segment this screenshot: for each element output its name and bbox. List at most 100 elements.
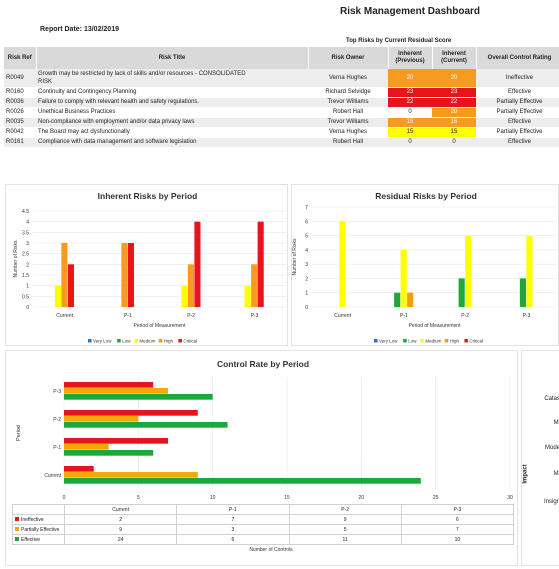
impact-axis-label: Impact (522, 464, 529, 484)
risk-title-cell: Compliance with data management and soft… (36, 137, 308, 148)
y-tick-label: 0.5 (22, 294, 29, 300)
legend-swatch (158, 339, 163, 343)
bar-critical (194, 221, 201, 307)
bar-high (121, 243, 128, 307)
risk-ref-cell: R0035 (4, 117, 36, 128)
bar-high (61, 243, 68, 307)
bar-high (251, 264, 258, 307)
x-tick-label: 0 (63, 495, 66, 501)
bar-low (394, 292, 401, 307)
bar-critical (67, 264, 74, 307)
col-header-inherent-previous: Inherent (Previous) (388, 47, 433, 69)
inherent-risks-chart: Inherent Risks by Period 0 0.5 1 1.5 2 2.5 3 3.5… (13, 191, 286, 344)
bar-critical (257, 221, 264, 307)
legend-swatch (444, 339, 449, 343)
x-tick-label: P-2 (461, 313, 469, 319)
x-tick-label: 25 (433, 495, 439, 501)
control-rating-cell: Effective (476, 87, 559, 98)
inherent-current-cell: 0 (432, 137, 476, 148)
y-tick-label: 7 (305, 205, 308, 211)
legend-label: Critical (183, 339, 197, 344)
impact-level-label: Mi (553, 471, 559, 477)
value-cell: 6 (176, 534, 290, 545)
y-tick-label: 3 (26, 241, 29, 247)
risk-title-cell: Unethical Business Practices (36, 107, 308, 118)
y-axis-title: Number of Risks (13, 240, 19, 277)
value-cell: 10 (400, 534, 515, 545)
x-tick-label: P-1 (124, 313, 132, 319)
bar-effective (64, 394, 213, 400)
control-rating-cell: Ineffective (476, 69, 559, 88)
inherent-previous-cell: 16 (388, 117, 432, 128)
x-tick-label: P-3 (522, 313, 530, 319)
top-risks-caption: Top Risks by Current Residual Score (346, 38, 452, 44)
y-tick-label: 0 (26, 305, 29, 311)
risk-owner-cell: Trevor Williams (308, 117, 388, 128)
y-tick-label: 2 (26, 262, 29, 268)
residual-risks-panel: Residual Risks by Period 0 1 2 3 4 5 6 7 Number o… (291, 184, 559, 346)
bar-medium (54, 285, 61, 307)
legend-label: Medium (425, 339, 441, 344)
y-tick-label: P-1 (53, 445, 61, 451)
x-tick-label: 20 (359, 495, 365, 501)
y-tick-label: 3.5 (22, 230, 29, 236)
series-label-cell: Effective (12, 534, 65, 545)
table-row: R0042 The Board may act dysfunctionally Ve… (4, 127, 559, 138)
legend-swatch (374, 339, 378, 343)
legend-swatch (15, 527, 19, 532)
table-row: R0161 Compliance with data management and… (4, 137, 559, 148)
table-header-row: Risk Ref Risk Title Risk Owner Inherent(… (4, 47, 559, 69)
control-table-row: Partially Effective 9 3 5 7 (12, 524, 515, 535)
bar-low (458, 278, 465, 307)
impact-level-label: Mi (553, 420, 559, 426)
inherent-previous-cell: 15 (388, 127, 432, 138)
table-row: R0049 Growth may be restricted by lack of… (4, 69, 559, 88)
x-tick-label: Current (334, 313, 351, 319)
y-tick-label: P-3 (53, 389, 61, 395)
risk-ref-cell: R0026 (4, 107, 36, 118)
bar-ineffective (64, 466, 94, 472)
period-header-cell: Current (63, 504, 178, 515)
value-cell: 7 (176, 514, 290, 525)
inherent-current-cell: 20 (432, 69, 476, 88)
period-header-cell: P-3 (400, 504, 515, 515)
legend-label: High (450, 339, 460, 344)
risk-title-cell: The Board may act dysfunctionally (36, 127, 308, 138)
series-label-cell: Ineffective (12, 514, 65, 525)
bar-medium (465, 235, 472, 307)
x-axis-title: Period of Measurement (409, 323, 462, 329)
risk-owner-cell: Richard Selvidge (308, 87, 388, 98)
inherent-current-cell: 15 (432, 127, 476, 138)
legend-swatch (403, 339, 407, 343)
y-tick-label: 2 (305, 276, 308, 282)
bar-ineffective (64, 410, 198, 416)
table-row: R0026 Unethical Business Practices Robert … (4, 107, 559, 118)
risk-title-cell: Non-compliance with employment and/or da… (36, 117, 308, 128)
legend-label: High (164, 339, 174, 344)
x-tick-label: 5 (137, 495, 140, 501)
inherent-current-cell: 23 (432, 87, 476, 98)
y-tick-label: 3 (305, 262, 308, 268)
control-table-row: Effective 24 6 11 10 (12, 534, 515, 545)
bar-partially-effective (64, 444, 109, 450)
bar-partially-effective (64, 472, 198, 478)
inherent-previous-cell: 20 (388, 69, 432, 88)
y-tick-label: 1 (26, 284, 29, 290)
risk-ref-cell: R0049 (4, 69, 36, 88)
legend-swatch (464, 339, 468, 343)
bar-medium (181, 285, 188, 307)
y-tick-label: P-2 (53, 417, 61, 423)
bar-high (187, 264, 194, 307)
legend-swatch (134, 339, 138, 343)
inherent-previous-cell: 23 (388, 87, 432, 98)
value-cell: 6 (400, 514, 515, 525)
risk-owner-cell: Trevor Williams (308, 97, 388, 108)
control-rating-cell: Partially Effective (476, 127, 559, 138)
inherent-current-cell: 20 (432, 107, 476, 118)
control-table-header: Current P-1 P-2 P-3 (12, 504, 515, 515)
value-cell: 5 (288, 524, 402, 535)
value-cell: 9 (63, 524, 178, 535)
col-header-title: Risk Title (36, 47, 309, 69)
legend-label: Low (122, 339, 131, 344)
legend-swatch (15, 537, 19, 542)
